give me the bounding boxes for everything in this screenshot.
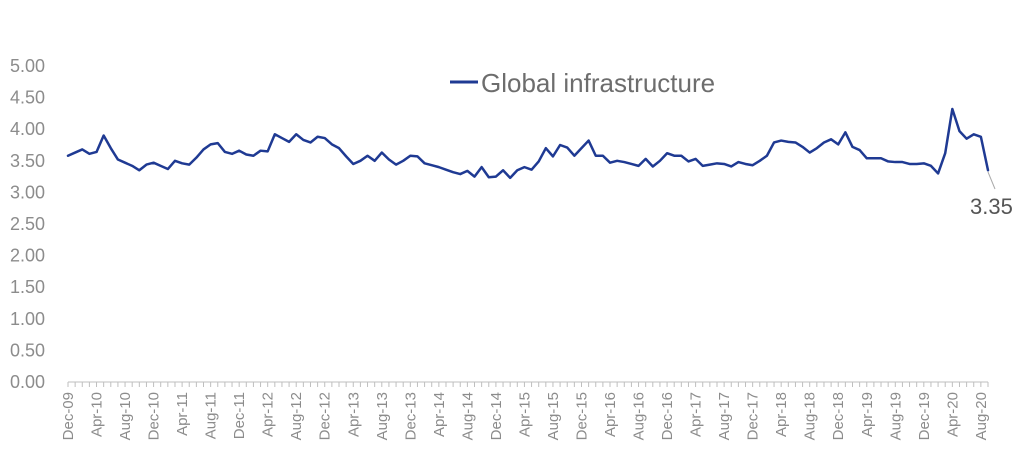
- x-tick-label: Dec-15: [573, 392, 590, 440]
- x-tick-label: Dec-18: [830, 392, 847, 440]
- end-value-label: 3.35: [970, 194, 1013, 219]
- y-tick-label: 4.50: [10, 88, 45, 108]
- x-tick-label: Apr-15: [516, 392, 533, 437]
- end-label-leader: [987, 171, 996, 190]
- annotation: 3.35: [970, 171, 1013, 219]
- x-tick-label: Apr-11: [174, 392, 191, 436]
- x-tick-label: Dec-11: [231, 392, 248, 439]
- x-tick-label: Dec-17: [745, 392, 762, 440]
- legend-label: Global infrastructure: [481, 68, 715, 98]
- series-line-global-infrastructure: [66, 107, 990, 180]
- x-tick-label: Apr-12: [260, 392, 277, 437]
- y-tick-label: 1.50: [10, 277, 45, 297]
- legend: Global infrastructure: [450, 68, 715, 98]
- y-axis: 0.00 0.50 1.00 1.50 2.00 2.50 3.00 3.50 4.00 4.50…: [10, 56, 45, 392]
- x-tick-label: Apr-17: [688, 392, 705, 437]
- x-tick-label: Apr-16: [602, 392, 619, 437]
- x-tick-label: Apr-20: [944, 392, 961, 437]
- x-tick-label: Aug-10: [117, 392, 134, 440]
- y-tick-label: 0.00: [10, 372, 45, 392]
- x-tick-label: Dec-10: [146, 392, 163, 440]
- x-tick-label: Apr-19: [859, 392, 876, 437]
- y-tick-label: 3.00: [10, 182, 45, 202]
- x-tick-label: Aug-15: [545, 392, 562, 440]
- x-tick-label: Apr-14: [431, 392, 448, 437]
- x-tick-label: Apr-13: [345, 392, 362, 437]
- y-tick-label: 2.00: [10, 246, 45, 266]
- x-tick-label: Apr-18: [773, 392, 790, 437]
- y-tick-label: 5.00: [10, 56, 45, 76]
- x-tick-label: Aug-11: [203, 392, 220, 439]
- y-tick-label: 3.50: [10, 151, 45, 171]
- x-tick-label: Aug-19: [887, 392, 904, 440]
- x-tick-label: Aug-18: [802, 392, 819, 440]
- y-tick-label: 0.50: [10, 340, 45, 360]
- y-tick-label: 2.50: [10, 214, 45, 234]
- x-tick-label: Dec-16: [659, 392, 676, 440]
- x-tick-label: Dec-13: [402, 392, 419, 440]
- x-tick-label: Aug-13: [374, 392, 391, 440]
- y-tick-label: 1.00: [10, 309, 45, 329]
- x-tick-label: Apr-10: [89, 392, 106, 437]
- x-tick-label: Aug-17: [716, 392, 733, 440]
- x-tick-label: Dec-19: [916, 392, 933, 440]
- x-tick-label: Dec-12: [317, 392, 334, 440]
- x-tick-label: Aug-14: [459, 392, 476, 440]
- x-axis: Dec-09 Apr-10 Aug-10 Dec-10 Apr-11 Aug-11 Dec-…: [60, 381, 990, 440]
- y-tick-label: 4.00: [10, 119, 45, 139]
- x-tick-label: Aug-20: [973, 392, 990, 440]
- x-tick-label: Aug-16: [631, 392, 648, 440]
- x-tick-label: Dec-09: [60, 392, 77, 440]
- x-tick-label: Aug-12: [288, 392, 305, 440]
- series-layer: [66, 107, 990, 180]
- x-tick-label: Dec-14: [488, 392, 505, 440]
